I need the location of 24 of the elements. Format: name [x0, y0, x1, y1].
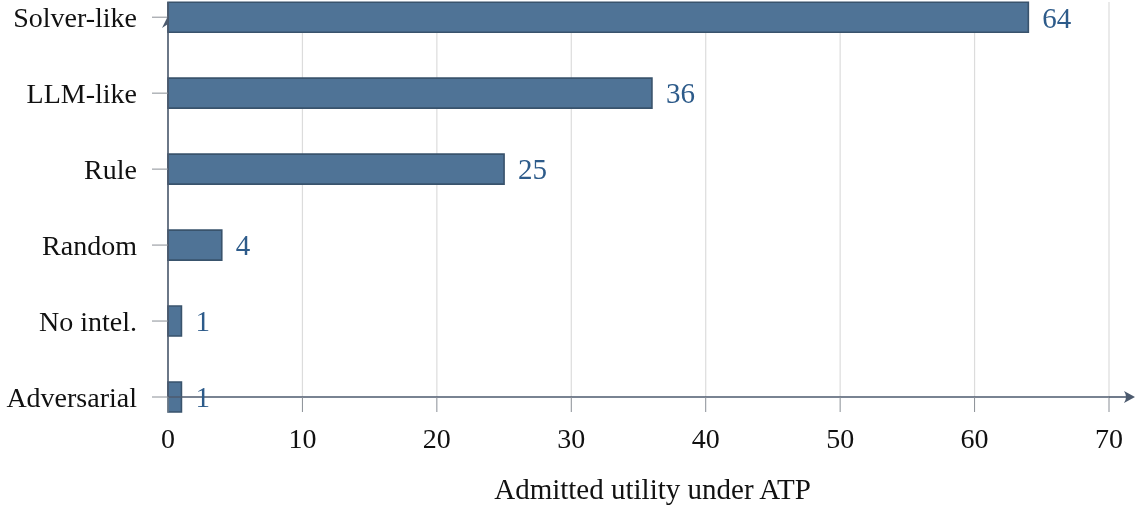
y-tick-label: LLM-like: [26, 77, 137, 109]
y-tick-label: Random: [42, 229, 138, 261]
data-label: 25: [518, 153, 548, 186]
x-axis-title: Admitted utility under ATP: [494, 473, 811, 505]
x-tick-label: 70: [1095, 422, 1123, 454]
x-tick-label: 40: [691, 422, 720, 454]
data-label: 36: [665, 77, 695, 110]
x-tick-label: 0: [161, 422, 175, 454]
bar: [167, 153, 505, 185]
data-label: 4: [235, 229, 251, 262]
y-tick-label: No intel.: [39, 305, 137, 337]
x-tick-label: 20: [422, 422, 451, 454]
bar: [167, 1, 1030, 34]
x-tick-label: 60: [960, 422, 989, 454]
data-label: 1: [195, 305, 210, 338]
x-tick-label: 10: [288, 422, 317, 454]
bar: [167, 229, 223, 261]
x-tick-label: 50: [826, 422, 855, 454]
bar: [167, 77, 653, 109]
y-tick-label: Rule: [84, 153, 137, 185]
y-tick-label: Adversarial: [6, 381, 138, 413]
data-label: 64: [1042, 1, 1072, 34]
x-tick-label: 30: [557, 422, 586, 454]
y-tick-label: Solver-like: [13, 1, 137, 33]
